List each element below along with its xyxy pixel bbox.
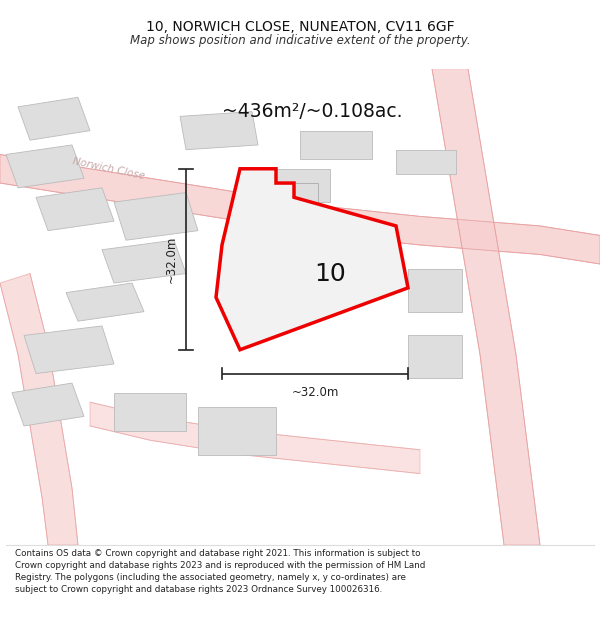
Polygon shape — [180, 112, 258, 150]
Polygon shape — [6, 145, 84, 188]
Polygon shape — [300, 131, 372, 159]
Polygon shape — [114, 392, 186, 431]
Polygon shape — [114, 192, 198, 240]
Polygon shape — [396, 150, 456, 174]
Text: Contains OS data © Crown copyright and database right 2021. This information is : Contains OS data © Crown copyright and d… — [15, 549, 425, 594]
Polygon shape — [246, 183, 318, 221]
Polygon shape — [90, 402, 420, 474]
Polygon shape — [246, 231, 294, 264]
Text: ~436m²/~0.108ac.: ~436m²/~0.108ac. — [222, 102, 402, 121]
Text: ~32.0m: ~32.0m — [164, 236, 178, 283]
Polygon shape — [198, 407, 276, 454]
Polygon shape — [24, 326, 114, 374]
Text: Norwich Close: Norwich Close — [72, 156, 146, 181]
Polygon shape — [408, 336, 462, 378]
Polygon shape — [0, 274, 78, 545]
Polygon shape — [0, 154, 600, 264]
Polygon shape — [36, 188, 114, 231]
Polygon shape — [408, 269, 462, 312]
Polygon shape — [12, 383, 84, 426]
Polygon shape — [66, 283, 144, 321]
Text: ~32.0m: ~32.0m — [292, 386, 338, 399]
Polygon shape — [18, 98, 90, 140]
Polygon shape — [216, 169, 408, 350]
Text: 10: 10 — [314, 261, 346, 286]
Polygon shape — [102, 240, 186, 283]
Polygon shape — [258, 169, 330, 202]
Text: Map shows position and indicative extent of the property.: Map shows position and indicative extent… — [130, 34, 470, 48]
Polygon shape — [432, 69, 540, 545]
Text: 10, NORWICH CLOSE, NUNEATON, CV11 6GF: 10, NORWICH CLOSE, NUNEATON, CV11 6GF — [146, 20, 454, 34]
